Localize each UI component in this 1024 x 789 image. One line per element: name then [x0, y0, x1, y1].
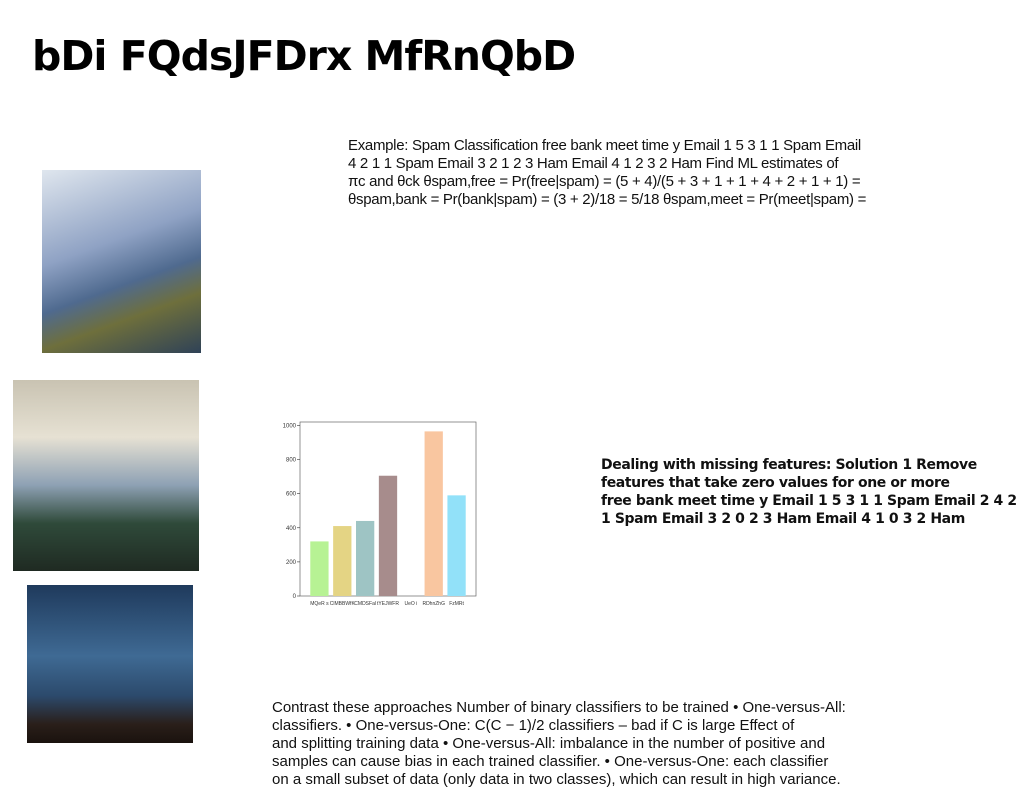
photo-mountain: [13, 380, 199, 571]
bar: [310, 541, 329, 596]
x-tick-label: UeO i: [404, 601, 417, 607]
text-line: features that take zero values for one o…: [601, 475, 950, 491]
text-line: and splitting training data • One-versus…: [272, 735, 826, 752]
x-tick-label: tYEJWFR: [377, 601, 399, 607]
missing-text: Dealing with missing features: Solution …: [601, 456, 1017, 528]
title: bDi FQdsJFDrx MfRnQbD: [32, 32, 576, 80]
text-line: Contrast these approaches Number of bina…: [272, 699, 846, 716]
text-line: θspam,bank = Pr(bank|spam) = (3 + 2)/18 …: [348, 191, 867, 208]
y-tick-label: 400: [286, 526, 297, 532]
bar: [333, 526, 352, 596]
text-line: Dealing with missing features: Solution …: [601, 457, 977, 473]
x-tick-label: FzMRt: [449, 601, 464, 607]
bar-chart: 0 200 400 600 800 1000 MQeR s ClMBBWfK CMDSFal tY…: [283, 421, 477, 607]
y-tick-label: 800: [286, 458, 297, 464]
bar: [356, 520, 375, 596]
bar: [424, 431, 443, 596]
text-line: on a small subset of data (only data in …: [272, 771, 841, 788]
text-line: Example: Spam Classification free bank m…: [348, 137, 861, 154]
y-tick-label: 0: [293, 594, 297, 600]
y-tick-label: 1000: [283, 423, 297, 429]
text-line: samples can cause bias in each trained c…: [272, 753, 829, 770]
bar: [447, 495, 466, 596]
text-line: 4 2 1 1 Spam Email 3 2 1 2 3 Ham Email 4…: [348, 155, 839, 172]
text-line: classifiers. • One-versus-One: C(C − 1)/…: [272, 717, 795, 734]
x-tick-label: CMDSFal: [354, 601, 376, 607]
x-tick-label: MQeR s: [310, 601, 329, 607]
y-tick-label: 200: [286, 560, 297, 566]
example-text: Example: Spam Classification free bank m…: [348, 137, 866, 209]
contrast-text: Contrast these approaches Number of bina…: [272, 699, 846, 789]
y-tick-label: 600: [286, 492, 297, 498]
x-tick-label: RDhnZhG: [422, 601, 445, 607]
photo-hills: [27, 585, 193, 743]
x-tick-label: ClMBBWfK: [330, 601, 356, 607]
text-line: πc and θck θspam,free = Pr(free|spam) = …: [348, 173, 861, 190]
text-line: 1 Spam Email 3 2 0 2 3 Ham Email 4 1 0 3…: [601, 511, 965, 527]
bar: [378, 475, 398, 596]
text-line: free bank meet time y Email 1 5 3 1 1 Sp…: [601, 493, 1017, 509]
photo-kids: [42, 170, 201, 353]
